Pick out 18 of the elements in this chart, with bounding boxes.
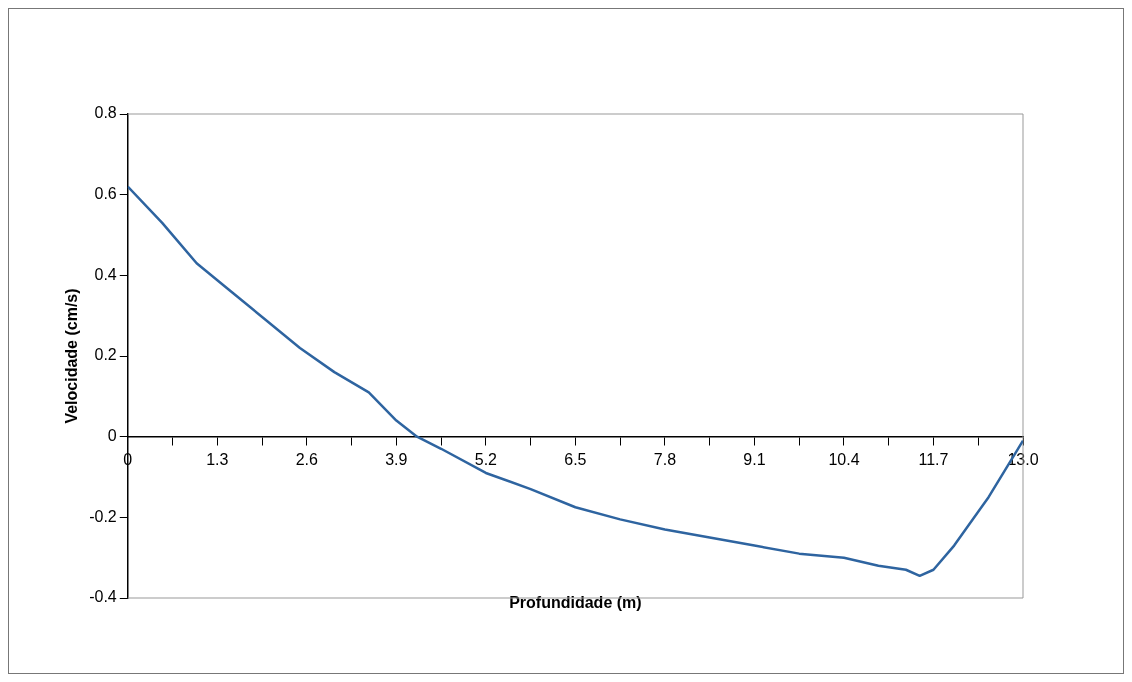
y-tick-label: -0.4 xyxy=(89,588,117,606)
x-tick-label: 5.2 xyxy=(474,450,498,468)
x-tick-label: 6.5 xyxy=(564,450,587,468)
x-tick-label: 11.7 xyxy=(918,450,949,468)
x-tick-label: 10.4 xyxy=(828,450,860,468)
y-tick-label: 0.2 xyxy=(94,346,117,364)
y-tick-label: 0.6 xyxy=(94,185,117,203)
y-tick-label: 0.4 xyxy=(94,265,117,283)
y-tick-label: 0 xyxy=(107,427,117,445)
x-axis-title: Profundidade (m) xyxy=(509,593,642,611)
x-tick-label: 3.9 xyxy=(385,450,408,468)
x-tick-label: 9.1 xyxy=(743,450,766,468)
x-tick-label: 2.6 xyxy=(295,450,319,468)
y-axis-title: Velocidade (cm/s) xyxy=(63,288,81,424)
y-tick-label: 0.8 xyxy=(94,104,117,122)
x-tick-label: 7.8 xyxy=(653,450,677,468)
x-tick-label: 1.3 xyxy=(206,450,229,468)
y-tick-label: -0.2 xyxy=(89,507,117,525)
